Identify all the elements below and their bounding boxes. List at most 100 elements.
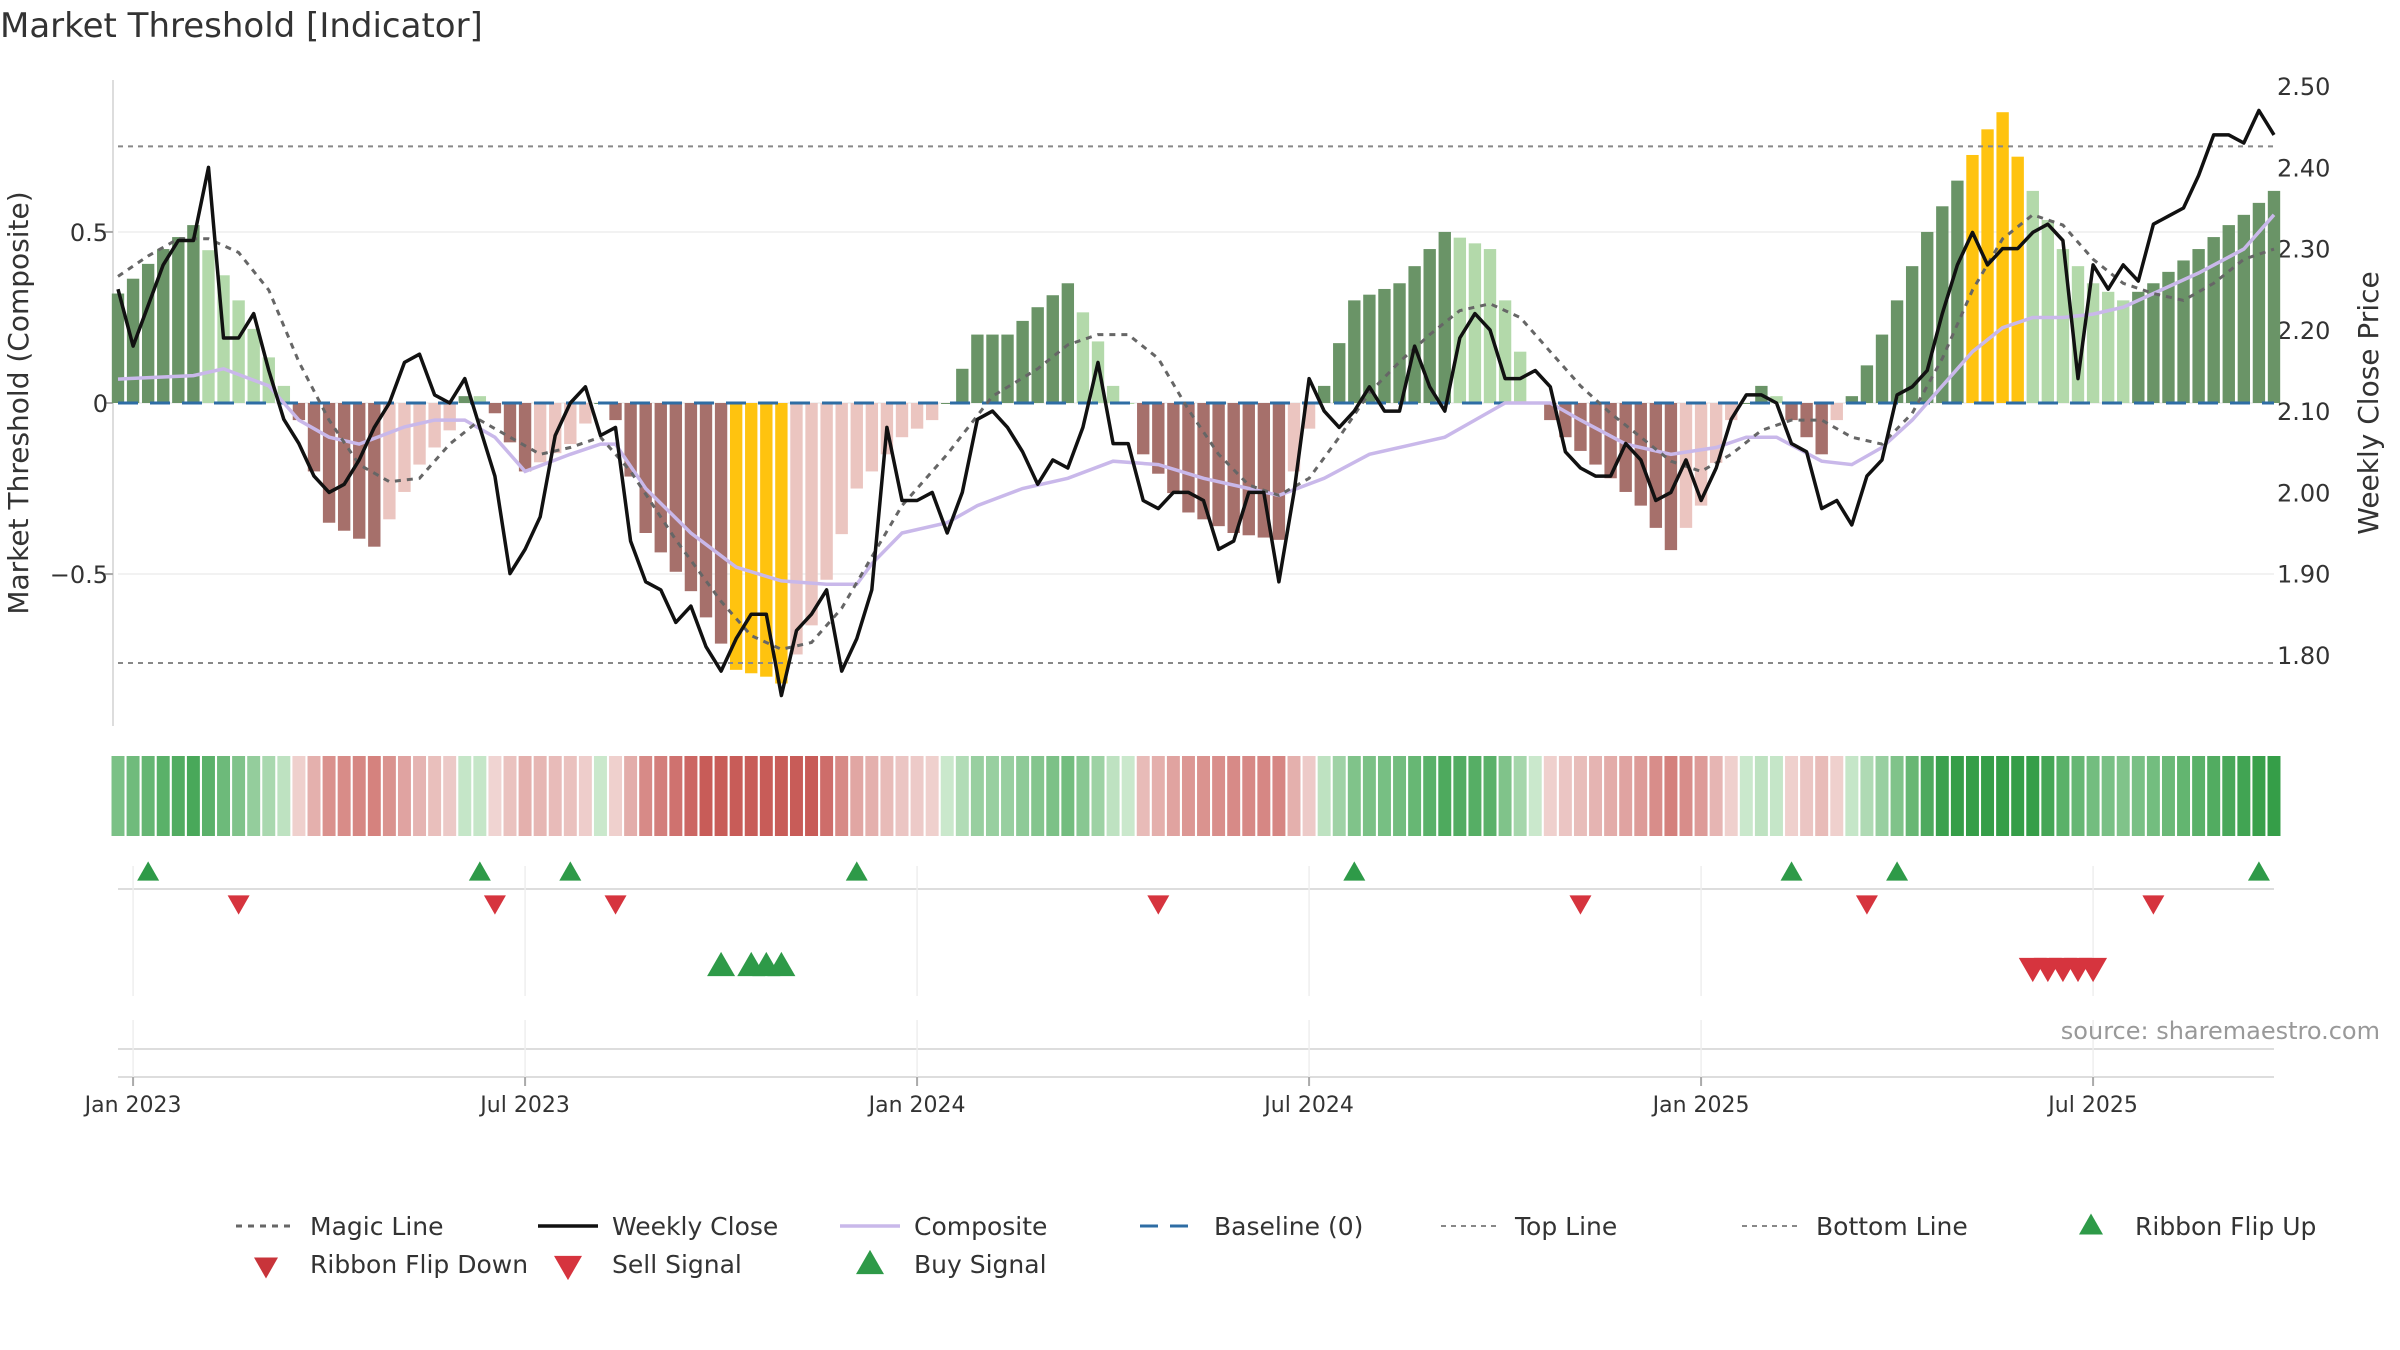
ribbon-cell bbox=[955, 756, 969, 836]
composite-bar bbox=[2177, 260, 2190, 403]
legend-item-top: Top Line bbox=[1441, 1212, 1617, 1241]
composite-bar bbox=[609, 403, 622, 421]
ribbon-cell bbox=[729, 756, 743, 836]
ribbon-cell bbox=[714, 756, 728, 836]
ribbon-cell bbox=[1468, 756, 1482, 836]
ribbon-flip-up-marker bbox=[468, 861, 491, 881]
legend-item-baseline: Baseline (0) bbox=[1140, 1212, 1363, 1241]
composite-bar bbox=[2267, 190, 2281, 403]
composite-bar bbox=[1001, 334, 1014, 403]
ribbon-cell bbox=[1709, 756, 1723, 836]
ribbon-cell bbox=[624, 756, 638, 836]
ribbon-cell bbox=[352, 756, 366, 836]
ribbon-cell bbox=[970, 756, 984, 836]
ribbon-cell bbox=[1754, 756, 1768, 836]
composite-bar bbox=[910, 403, 924, 429]
ribbon-cell bbox=[2177, 756, 2191, 836]
ribbon-cell bbox=[1483, 756, 1497, 836]
legend-swatch bbox=[254, 1257, 278, 1279]
ribbon-cell bbox=[2267, 756, 2281, 836]
ribbon-cell bbox=[669, 756, 683, 836]
composite-bar bbox=[1287, 403, 1301, 472]
ribbon-cell bbox=[443, 756, 457, 836]
ribbon-cell bbox=[307, 756, 321, 836]
ribbon-cell bbox=[2252, 756, 2266, 836]
composite-bar bbox=[458, 396, 471, 403]
composite-bar bbox=[473, 396, 487, 403]
y-tick-label-left: −0.5 bbox=[50, 561, 108, 589]
x-tick-label: Jan 2024 bbox=[867, 1093, 966, 1118]
ribbon-cell bbox=[2116, 756, 2130, 836]
legend-label: Ribbon Flip Up bbox=[2135, 1212, 2316, 1241]
composite-bar bbox=[2011, 156, 2024, 403]
ribbon-cell bbox=[1664, 756, 1678, 836]
composite-bar bbox=[172, 237, 185, 403]
legend-item-magic: Magic Line bbox=[236, 1212, 444, 1241]
ribbon-cell bbox=[1212, 756, 1226, 836]
composite-bar bbox=[684, 403, 698, 592]
ribbon-cell bbox=[1408, 756, 1422, 836]
ribbon-cell bbox=[217, 756, 231, 836]
ribbon-cell bbox=[1528, 756, 1542, 836]
ribbon-flip-down-marker bbox=[1147, 895, 1170, 915]
ribbon-cell bbox=[1890, 756, 1904, 836]
composite-bar bbox=[820, 403, 833, 580]
composite-bar bbox=[805, 403, 818, 626]
ribbon-cell bbox=[1513, 756, 1527, 836]
ribbon-cell bbox=[985, 756, 999, 836]
x-tick-label: Jan 2025 bbox=[1651, 1093, 1750, 1118]
ribbon-flip-down-marker bbox=[2142, 895, 2165, 915]
ribbon-cell bbox=[1317, 756, 1331, 836]
ribbon-cell bbox=[1197, 756, 1211, 836]
composite-bar bbox=[1212, 403, 1225, 527]
ribbon-cell bbox=[759, 756, 773, 836]
composite-bar bbox=[2192, 249, 2205, 403]
ribbon-cell bbox=[578, 756, 592, 836]
ribbon-cell bbox=[171, 756, 185, 836]
y-tick-label-right: 2.30 bbox=[2277, 236, 2330, 264]
ribbon-cell bbox=[1453, 756, 1467, 836]
ribbon-cell bbox=[503, 756, 517, 836]
ribbon-cell bbox=[1724, 756, 1738, 836]
composite-bar bbox=[1800, 403, 1813, 438]
ribbon-cell bbox=[1589, 756, 1603, 836]
composite-bar bbox=[941, 403, 954, 404]
y-tick-label-right: 2.10 bbox=[2277, 398, 2330, 426]
ribbon-cell bbox=[1935, 756, 1949, 836]
ribbon-flip-up-marker bbox=[1780, 861, 1803, 881]
ribbon-cell bbox=[1739, 756, 1753, 836]
x-tick-label: Jul 2023 bbox=[478, 1093, 570, 1118]
ribbon-cell bbox=[1558, 756, 1572, 836]
legend-swatch bbox=[554, 1255, 582, 1281]
ribbon-cell bbox=[2056, 756, 2070, 836]
ribbon-cell bbox=[1046, 756, 1060, 836]
composite-bar bbox=[187, 225, 200, 403]
ribbon-cell bbox=[1845, 756, 1859, 836]
ribbon-cell bbox=[1830, 756, 1844, 836]
ribbon-cell bbox=[1136, 756, 1150, 836]
ribbon-cell bbox=[609, 756, 623, 836]
legend-label: Weekly Close bbox=[612, 1212, 778, 1241]
composite-bar bbox=[865, 403, 879, 472]
ribbon-cell bbox=[337, 756, 351, 836]
ribbon-cell bbox=[1920, 756, 1934, 836]
y-tick-label-left: 0 bbox=[93, 390, 108, 418]
composite-bar bbox=[1061, 283, 1075, 403]
ribbon-cell bbox=[910, 756, 924, 836]
legend-label: Magic Line bbox=[310, 1212, 444, 1241]
composite-bar bbox=[850, 403, 863, 489]
ribbon-cell bbox=[593, 756, 607, 836]
ribbon-cell bbox=[1227, 756, 1241, 836]
composite-bar bbox=[1468, 243, 1482, 403]
ribbon-cell bbox=[1860, 756, 1874, 836]
ribbon-cell bbox=[186, 756, 200, 836]
ribbon-cell bbox=[488, 756, 502, 836]
composite-bar bbox=[1574, 403, 1587, 451]
ribbon-cell bbox=[111, 756, 125, 836]
composite-bar bbox=[111, 293, 125, 403]
ribbon-cell bbox=[880, 756, 894, 836]
composite-bar bbox=[1830, 403, 1843, 421]
ribbon-flip-up-marker bbox=[1886, 861, 1909, 881]
ribbon-cell bbox=[1965, 756, 1979, 836]
composite-bar bbox=[2147, 283, 2160, 403]
